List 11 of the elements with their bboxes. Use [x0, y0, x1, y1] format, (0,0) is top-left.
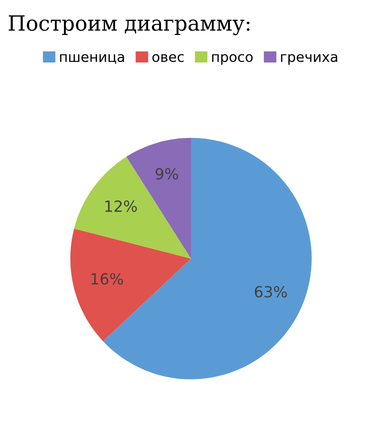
legend-label: гречиха [281, 54, 338, 65]
data-label: 12% [105, 200, 137, 212]
pie-slice [74, 156, 191, 259]
legend-label: просо [212, 54, 253, 65]
data-label: 9% [156, 168, 178, 180]
data-label: 63% [254, 286, 287, 298]
pie-slice [70, 228, 191, 342]
data-label: 16% [92, 273, 123, 285]
chart-title: Построим диаграмму: [8, 15, 250, 36]
legend-label: пшеница [60, 54, 124, 64]
legend-label: овес [152, 54, 184, 62]
